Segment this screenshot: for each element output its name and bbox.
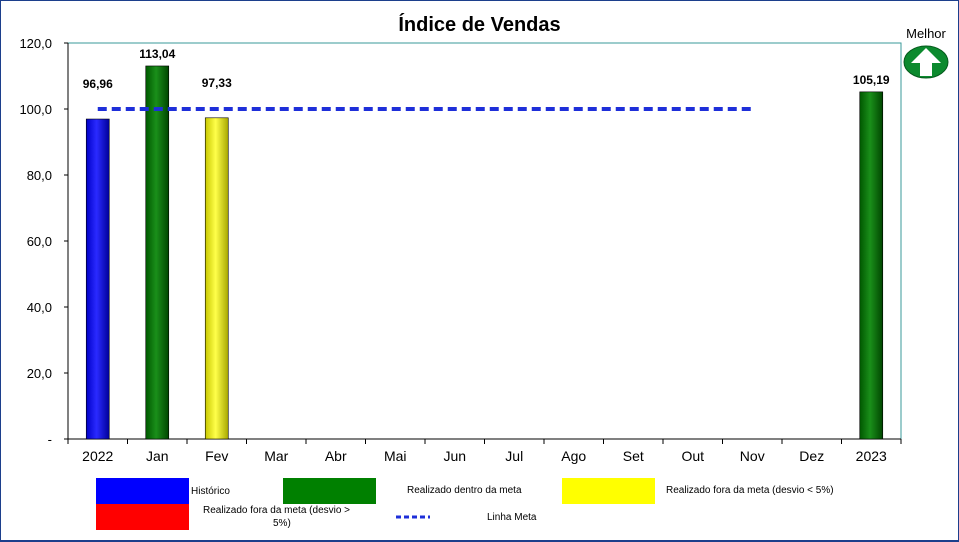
legend-swatch-fora-maior	[96, 504, 189, 530]
x-tick-label: 2023	[856, 448, 887, 464]
y-tick-label: 120,0	[19, 36, 52, 51]
plot-area	[67, 42, 902, 440]
legend-label-fora-menor: Realizado fora da meta (desvio < 5%)	[666, 485, 834, 496]
x-tick-label: Jan	[146, 448, 169, 464]
x-tick-label: Ago	[561, 448, 586, 464]
data-label: 97,33	[202, 76, 232, 90]
data-label: 96,96	[83, 77, 113, 91]
legend-label-fora-maior-1: Realizado fora da meta (desvio >	[203, 505, 351, 516]
x-tick-label: Out	[681, 448, 704, 464]
legend-label-fora-maior-2: 5%)	[273, 518, 291, 529]
x-tick-label: Mar	[264, 448, 288, 464]
legend-swatch-fora-menor	[562, 478, 655, 504]
legend-swatch-dentro	[283, 478, 376, 504]
y-tick-label: 20,0	[27, 366, 52, 381]
x-tick-label: Abr	[325, 448, 347, 464]
data-label: 105,19	[853, 73, 890, 87]
legend-label-dentro: Realizado dentro da meta	[407, 485, 522, 496]
x-tick-label: Jun	[443, 448, 466, 464]
x-tick-label: Mai	[384, 448, 407, 464]
legend-label-meta: Linha Meta	[487, 512, 537, 523]
y-tick-label: 40,0	[27, 300, 52, 315]
legend-swatch-historico	[96, 478, 189, 504]
legend-label-historico: Histórico	[191, 486, 230, 497]
bar	[859, 91, 884, 440]
x-tick-label: Jul	[505, 448, 523, 464]
y-tick-label: 80,0	[27, 168, 52, 183]
x-tick-label: Nov	[740, 448, 765, 464]
bar	[85, 118, 110, 440]
x-tick-label: Dez	[799, 448, 824, 464]
indicator-label: Melhor	[906, 26, 946, 41]
bar	[204, 117, 229, 440]
chart-title: Índice de Vendas	[398, 14, 561, 36]
bar	[145, 65, 170, 440]
up-arrow-icon	[903, 45, 949, 79]
data-label: 113,04	[139, 47, 175, 61]
y-tick-label: 60,0	[27, 234, 52, 249]
y-tick-label: 100,0	[19, 102, 52, 117]
x-tick-label: Set	[623, 448, 644, 464]
y-tick-label: -	[48, 432, 52, 447]
x-tick-label: 2022	[82, 448, 113, 464]
x-tick-label: Fev	[205, 448, 228, 464]
